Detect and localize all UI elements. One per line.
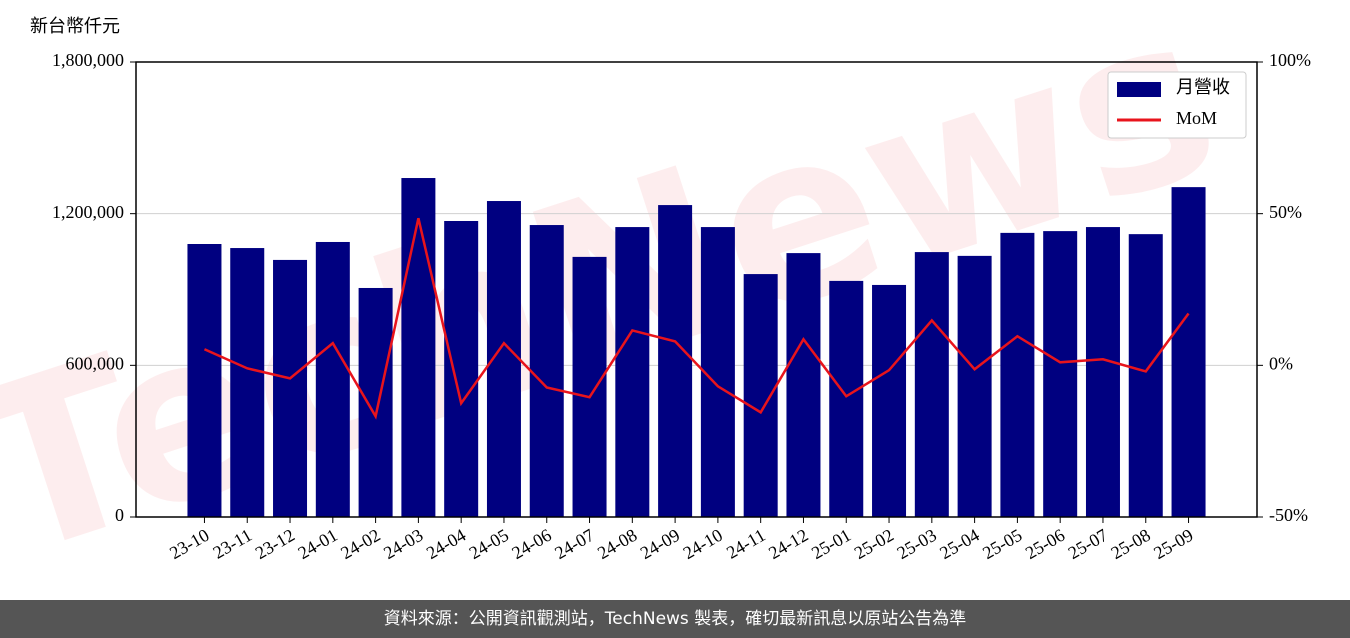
bar <box>572 256 607 517</box>
source-note: 資料來源：公開資訊觀測站，TechNews 製表，確切最新訊息以原站公告為準 <box>0 600 1350 638</box>
x-tick-label: 25-01 <box>808 525 854 563</box>
bar <box>615 227 650 517</box>
y-tick-label: 0 <box>115 505 124 525</box>
plot-frame <box>135 61 1258 518</box>
x-tick-label: 25-03 <box>894 525 940 563</box>
bar <box>786 253 821 517</box>
bar <box>914 252 949 518</box>
y-tick-label: 1,800,000 <box>52 50 124 70</box>
x-tick-label: 24-01 <box>295 525 341 563</box>
y-tick-label: 600,000 <box>66 353 125 373</box>
x-tick-label: 24-02 <box>337 525 383 563</box>
x-tick-label: 24-10 <box>680 525 726 563</box>
bar <box>273 259 308 517</box>
bar <box>315 241 350 517</box>
y2-tick-label: 50% <box>1269 202 1302 222</box>
bar <box>1128 234 1163 517</box>
y2-tick-label: 0% <box>1269 353 1293 373</box>
x-tick-label: 24-05 <box>466 525 512 563</box>
bar <box>829 280 864 517</box>
x-tick-label: 25-04 <box>936 525 982 563</box>
x-tick-label: 24-03 <box>380 525 426 563</box>
x-tick-label: 25-05 <box>979 525 1025 563</box>
y2-tick-label: 100% <box>1269 50 1311 70</box>
chart: TechNews 新台幣仟元 0600,0001,200,0001,800,00… <box>0 0 1311 600</box>
x-tick-label: 25-06 <box>1022 525 1068 563</box>
bar <box>230 248 265 518</box>
x-tick-label: 24-04 <box>423 525 469 563</box>
x-tick-label: 24-09 <box>637 525 683 563</box>
bar <box>401 178 436 517</box>
bar <box>1043 231 1078 517</box>
x-tick-label: 24-12 <box>765 525 811 563</box>
bar <box>1171 187 1206 517</box>
y-tick-label: 1,200,000 <box>52 202 124 222</box>
x-tick-label: 24-07 <box>551 525 597 563</box>
y-axis-label: 新台幣仟元 <box>30 16 120 37</box>
bar <box>358 287 393 517</box>
bar <box>700 227 735 517</box>
x-tick-label: 25-07 <box>1065 525 1111 563</box>
bar <box>658 205 693 518</box>
bar <box>444 220 479 517</box>
x-tick-label: 25-08 <box>1107 525 1153 563</box>
y2-tick-label: -50% <box>1269 505 1308 525</box>
x-tick-label: 25-02 <box>851 525 897 563</box>
x-tick-label: 25-09 <box>1150 525 1196 563</box>
legend-label: 月營收 <box>1176 77 1230 97</box>
line <box>203 217 1190 420</box>
x-tick-label: 24-11 <box>723 525 769 563</box>
bar <box>1000 232 1035 517</box>
bar <box>1085 227 1120 517</box>
legend-label: MoM <box>1176 108 1217 128</box>
bar <box>872 284 907 517</box>
x-tick-label: 24-08 <box>594 525 640 563</box>
legend-swatch <box>1117 82 1161 97</box>
x-tick-label: 24-06 <box>508 525 554 563</box>
bar <box>187 244 222 517</box>
bar <box>529 225 564 517</box>
bar <box>743 274 778 517</box>
bar <box>957 255 992 517</box>
